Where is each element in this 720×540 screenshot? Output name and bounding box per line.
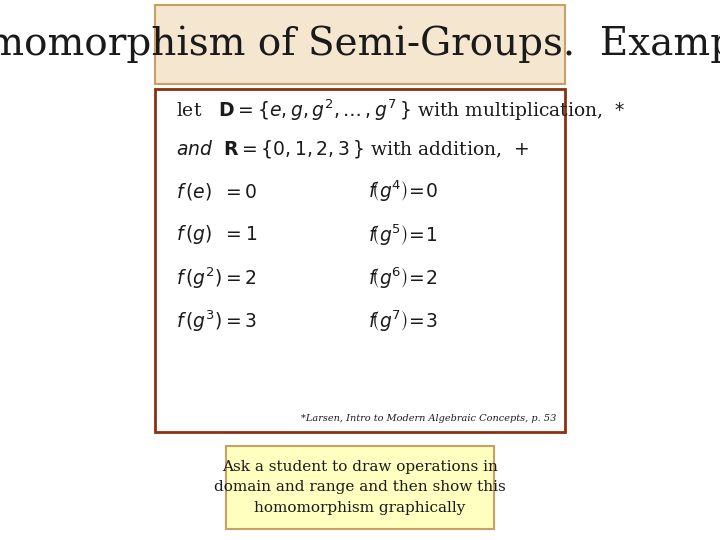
Text: $f\!\left(g^6\right)\!=\!2$: $f\!\left(g^6\right)\!=\!2$ (369, 265, 438, 291)
FancyBboxPatch shape (155, 89, 565, 432)
Text: $f\!\left(g^5\right)\!=\!1$: $f\!\left(g^5\right)\!=\!1$ (369, 222, 438, 248)
Text: let   $\mathbf{D} = \{e, g, g^2, \ldots\, , g^7\,\}$ with multiplication,  $*$: let $\mathbf{D} = \{e, g, g^2, \ldots\, … (176, 98, 625, 124)
Text: $f\,(g^3) = 3$: $f\,(g^3) = 3$ (176, 308, 257, 334)
Text: $f\!\left(g^4\right)\!=\!0$: $f\!\left(g^4\right)\!=\!0$ (369, 179, 438, 205)
Text: Homomorphism of Semi-Groups.  Example*: Homomorphism of Semi-Groups. Example* (0, 26, 720, 63)
Text: $f\!\left(g^7\right)\!=\!3$: $f\!\left(g^7\right)\!=\!3$ (369, 308, 438, 334)
Text: *Larsen, Intro to Modern Algebraic Concepts, p. 53: *Larsen, Intro to Modern Algebraic Conce… (301, 414, 557, 423)
Text: $f\,(g^2) = 2$: $f\,(g^2) = 2$ (176, 265, 257, 291)
Text: Ask a student to draw operations in
domain and range and then show this
homomorp: Ask a student to draw operations in doma… (214, 460, 506, 515)
Text: $f\,(e)\;\; = 0$: $f\,(e)\;\; = 0$ (176, 181, 258, 202)
Text: $f\,(g)\;\; = 1$: $f\,(g)\;\; = 1$ (176, 224, 258, 246)
FancyBboxPatch shape (226, 446, 494, 529)
Text: $\mathit{and}$  $\mathbf{R} = \{0, 1, 2, 3\,\}$ with addition,  $+$: $\mathit{and}$ $\mathbf{R} = \{0, 1, 2, … (176, 138, 529, 159)
FancyBboxPatch shape (155, 5, 565, 84)
